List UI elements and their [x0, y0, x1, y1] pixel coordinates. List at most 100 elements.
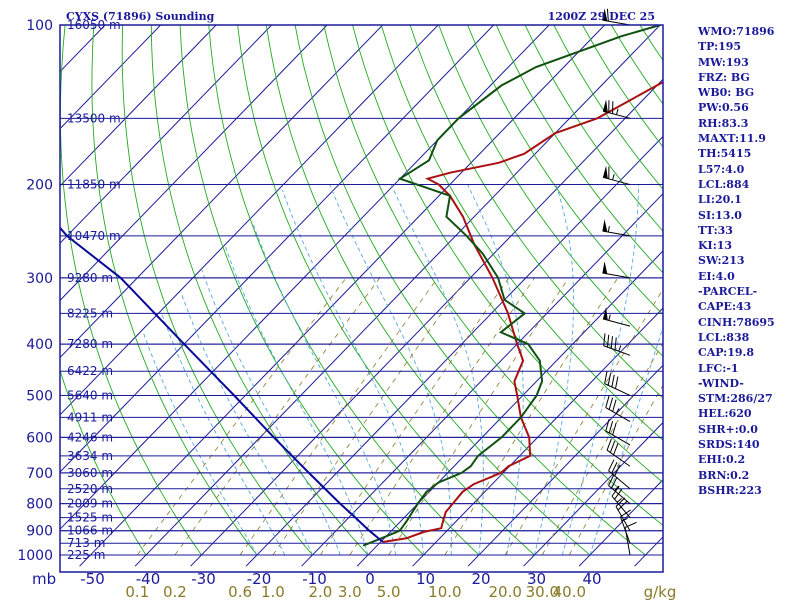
dry-adiabat-line — [91, 25, 258, 556]
stat-line: CAP:19.8 — [698, 346, 755, 360]
stat-line: HEL:620 — [698, 407, 752, 421]
wind-barb-full — [612, 399, 617, 412]
wind-barb-staff — [624, 527, 631, 556]
parcel-line — [60, 226, 384, 543]
height-level-label: 4246 m — [67, 430, 113, 444]
wind-barb — [602, 8, 631, 26]
wind-barb-full — [605, 418, 610, 432]
isotherm-line — [0, 13, 61, 566]
stats-panel: WMO:71896 TP:195 MW:193 FRZ: BG WB0: BG PW:0.… — [698, 24, 798, 498]
stat-line: LCL:884 — [698, 177, 750, 191]
isotherm-line — [60, 25, 217, 187]
mixing-ratio-tick-label: 2.0 — [308, 583, 332, 600]
mixing-ratio-tick-label: 5.0 — [377, 583, 401, 600]
wind-barb-flag — [602, 165, 608, 179]
wind-barb-full — [608, 474, 615, 486]
wind-barb-full — [606, 8, 609, 22]
wind-barb-half — [614, 485, 619, 492]
stat-line: TH:5415 — [698, 147, 752, 161]
moist-adiabat-line — [161, 313, 286, 556]
wind-barb-full — [608, 420, 614, 434]
stat-line: WMO:71896 — [698, 25, 775, 38]
isotherm-line — [60, 25, 439, 416]
wind-barbs — [602, 8, 637, 556]
stat-line: CINH:78695 — [698, 315, 775, 329]
wind-barb-full — [605, 395, 610, 408]
wind-barb-full — [611, 374, 615, 388]
wind-barb-full — [609, 440, 616, 453]
wind-barb-full — [606, 438, 612, 451]
temperature-tick-label: -50 — [80, 570, 105, 588]
stat-line: RH:83.3 — [698, 116, 749, 130]
wind-barb-staff — [606, 449, 631, 467]
height-level-label: 7280 m — [67, 337, 113, 351]
wind-barb-half — [608, 314, 611, 321]
wind-barb-half — [615, 108, 619, 115]
height-level-label: 11850 m — [67, 178, 121, 192]
wind-barb-full — [610, 336, 613, 349]
pressure-tick-label: 300 — [26, 271, 53, 287]
wind-barb-full — [607, 373, 612, 386]
wind-barb-staff — [605, 407, 631, 422]
wind-barb — [602, 307, 631, 327]
wind-barb — [608, 459, 631, 490]
stat-line: SI:13.0 — [698, 208, 742, 222]
wind-barb — [602, 99, 631, 119]
dry-adiabat-line — [265, 25, 591, 556]
wind-barb-half — [621, 518, 628, 522]
wind-barb — [605, 418, 631, 446]
dry-adiabat-line — [150, 25, 369, 556]
moist-adiabat-line — [142, 332, 258, 556]
mixing-ratio-tick-label: 10.0 — [428, 583, 461, 600]
height-level-label: 16050 m — [67, 18, 121, 32]
mixing-ratio-line — [349, 277, 535, 556]
wind-barb-staff — [604, 383, 631, 396]
wind-barb-staff — [608, 485, 631, 505]
isotherm-line — [245, 135, 663, 567]
stat-line: -PARCEL- — [698, 285, 758, 299]
pressure-tick-label: 600 — [26, 430, 53, 446]
stat-line: LFC:-1 — [698, 361, 739, 375]
wind-barb-full — [615, 376, 619, 389]
wind-barb — [624, 521, 637, 556]
mixing-ratio-tick-label: 0.1 — [125, 583, 149, 600]
mixing-ratio-line — [541, 342, 663, 556]
wind-barb-half — [615, 408, 620, 414]
wind-barb-staff — [603, 345, 631, 356]
moist-adiabat-line — [251, 221, 397, 556]
stat-line: FRZ: BG — [698, 70, 750, 84]
wind-barb-full — [612, 422, 617, 436]
mixing-ratio-line — [444, 277, 619, 556]
stat-line: KI:13 — [698, 239, 733, 253]
height-level-label: 6422 m — [67, 364, 113, 378]
wind-barb-full — [608, 397, 614, 410]
stat-line: TT:33 — [698, 223, 733, 237]
wind-barb-staff — [608, 470, 631, 490]
temperature-tick-label: -40 — [136, 570, 161, 588]
temperature-tick-label: 20 — [471, 570, 490, 588]
isotherm-line — [60, 25, 328, 302]
isotherm-line — [60, 25, 273, 244]
moist-adiabat-line — [224, 244, 369, 556]
temperature-tick-label: 0 — [365, 570, 375, 588]
moist-adiabat-line — [561, 184, 639, 556]
wind-barb-half — [616, 498, 623, 503]
pressure-tick-label: 400 — [26, 337, 53, 353]
wind-barb — [603, 333, 631, 356]
wind-barb-full — [614, 337, 617, 350]
wind-barb-staff — [602, 318, 631, 327]
wind-barb-staff — [615, 506, 631, 531]
isotherm-line — [134, 25, 661, 567]
stat-line: BSHR:223 — [698, 483, 762, 497]
temperature-tick-label: 10 — [416, 570, 435, 588]
wind-barb — [602, 261, 631, 279]
wind-barb-full — [613, 443, 619, 455]
pressure-tick-label: 900 — [26, 524, 53, 540]
wind-barb-staff — [605, 430, 631, 446]
moist-adiabat-line — [180, 292, 313, 556]
wind-barb-half — [607, 226, 610, 233]
stat-line: SRDS:140 — [698, 438, 760, 452]
mixing-ratio-tick-label: 0.2 — [163, 583, 187, 600]
wind-barb-flag — [602, 99, 608, 113]
